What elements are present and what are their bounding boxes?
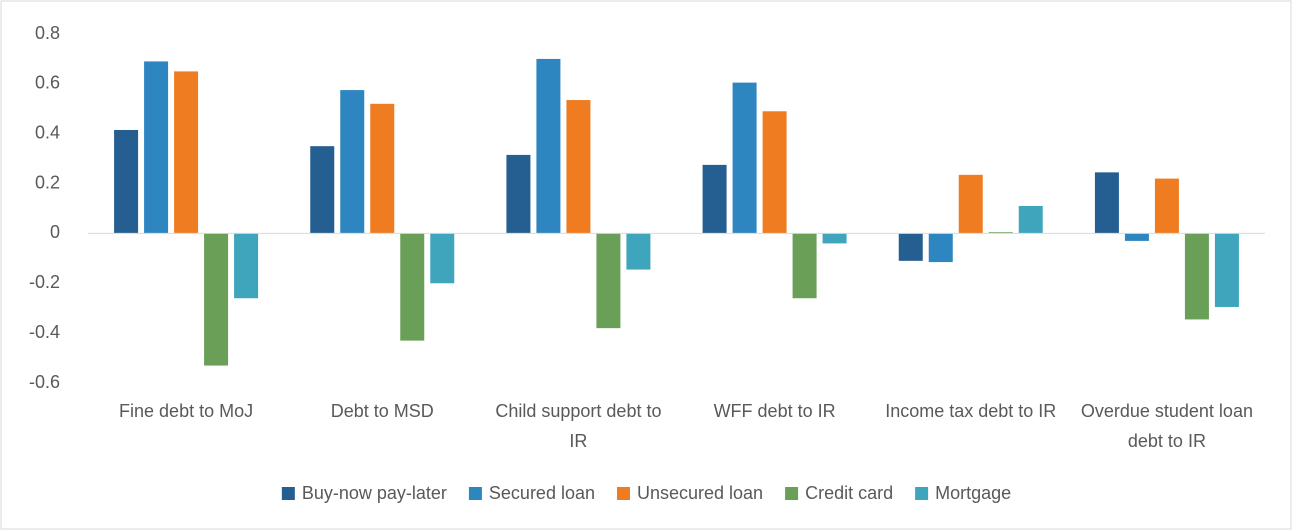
bar [340,90,365,234]
y-tick-label: 0 [50,222,60,242]
bar [566,100,591,234]
bar [204,233,229,366]
bar [1018,206,1043,234]
y-tick-label: -0.6 [29,372,60,392]
bar [762,111,787,234]
x-tick-label: Income tax debt to IR [885,401,1056,421]
y-tick-label: 0.4 [35,122,60,142]
bar [1094,172,1119,234]
bar [822,233,847,244]
legend-label: Credit card [805,483,893,503]
y-tick-label: -0.2 [29,272,60,292]
bar [430,233,455,284]
bar [1214,233,1239,307]
bar [1154,178,1179,234]
bar [1184,233,1209,320]
bar [506,154,531,234]
bar [792,233,817,299]
bar [234,233,259,299]
x-tick-label: Fine debt to MoJ [119,401,253,421]
x-tick-label: Debt to MSD [331,401,434,421]
legend-label: Unsecured loan [637,483,763,503]
bar [596,233,621,329]
bar [958,174,983,234]
bar [310,146,335,234]
bar [626,233,651,270]
x-tick-label: Child support debt to IR [495,401,661,451]
y-tick-label: 0.2 [35,172,60,192]
legend-swatch [785,487,799,500]
bar [114,129,139,234]
bar [174,71,199,234]
bar [928,233,953,263]
legend: Buy-now pay-later Secured loan Unsecured l… [281,483,1011,503]
bar [732,82,757,234]
y-tick-label: 0.8 [35,23,60,43]
legend-swatch [915,487,929,500]
bar [370,103,395,234]
bar [702,164,727,234]
legend-label: Buy-now pay-later [302,483,447,503]
bar [1124,233,1149,241]
legend-label: Mortgage [935,483,1011,503]
legend-swatch [281,487,295,500]
x-tick-label: WFF debt to IR [714,401,836,421]
bar [536,58,561,234]
y-tick-label: 0.6 [35,73,60,93]
y-tick-label: -0.4 [29,322,60,342]
legend-label: Secured loan [489,483,595,503]
x-tick-label: Overdue student loan debt to IR [1081,401,1253,451]
bar [144,61,169,234]
bar [988,232,1013,234]
legend-swatch [468,487,482,500]
bar [400,233,425,341]
bar [898,233,923,261]
legend-swatch [616,487,630,500]
